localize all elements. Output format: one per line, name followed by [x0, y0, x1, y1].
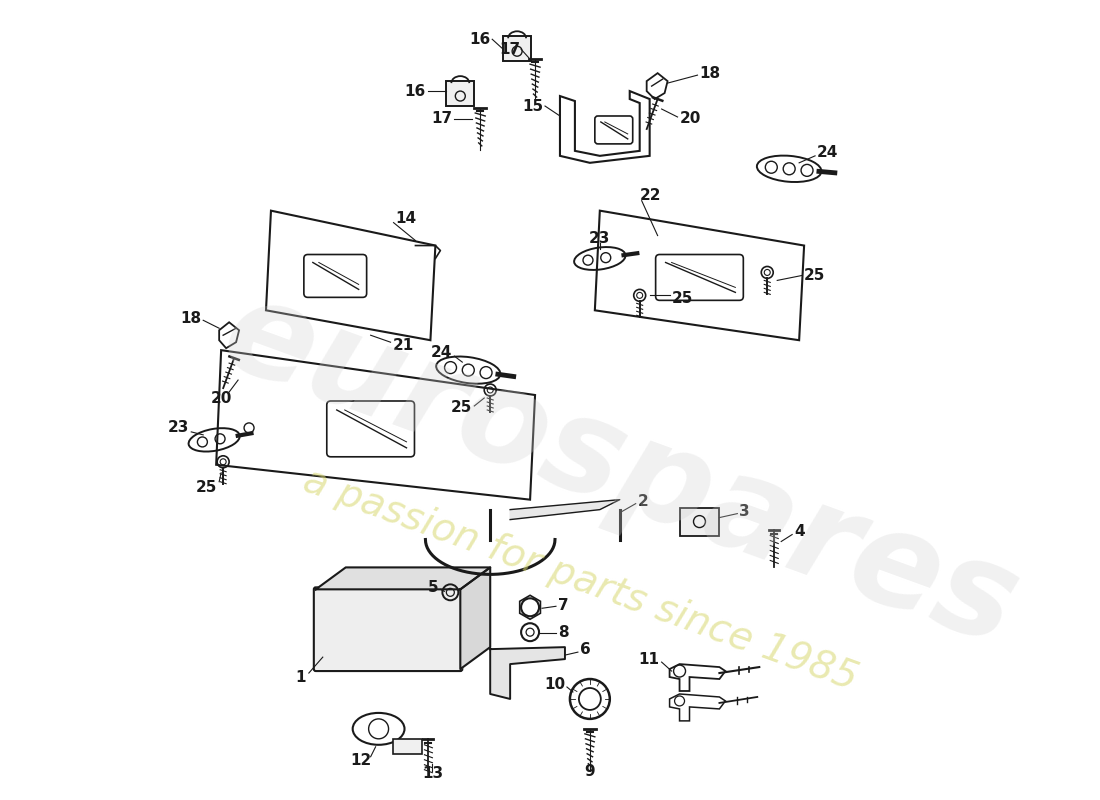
Text: 17: 17 [499, 42, 520, 57]
Text: 3: 3 [739, 504, 750, 519]
Text: 13: 13 [421, 766, 443, 781]
Polygon shape [460, 567, 491, 669]
Text: 18: 18 [700, 66, 720, 81]
FancyBboxPatch shape [656, 254, 744, 300]
FancyBboxPatch shape [304, 254, 366, 298]
Bar [503, 36, 531, 61]
Text: 17: 17 [431, 111, 452, 126]
Text: 18: 18 [180, 310, 201, 326]
Text: 20: 20 [680, 111, 701, 126]
Text: 2: 2 [638, 494, 648, 509]
Text: 10: 10 [543, 677, 565, 691]
Text: 1: 1 [296, 670, 306, 685]
Text: 25: 25 [196, 480, 217, 495]
Text: 21: 21 [393, 338, 414, 353]
Text: 25: 25 [451, 401, 472, 415]
Text: 9: 9 [584, 764, 595, 779]
Text: 16: 16 [469, 32, 491, 46]
Text: 20: 20 [210, 390, 232, 406]
Polygon shape [316, 567, 491, 590]
Bar [447, 81, 474, 106]
Bar [680, 508, 719, 535]
Text: 15: 15 [521, 98, 543, 114]
FancyBboxPatch shape [314, 587, 462, 671]
Text: 24: 24 [431, 345, 452, 360]
Text: 16: 16 [404, 83, 426, 98]
Text: 7: 7 [558, 598, 569, 613]
Text: 5: 5 [428, 580, 439, 595]
Text: 25: 25 [804, 268, 825, 283]
Text: 22: 22 [640, 188, 661, 203]
Text: 8: 8 [558, 625, 569, 640]
Text: 12: 12 [350, 754, 372, 768]
FancyBboxPatch shape [595, 116, 632, 144]
Text: 24: 24 [817, 146, 838, 160]
Text: eurospares: eurospares [206, 267, 1034, 672]
Text: a passion for parts since 1985: a passion for parts since 1985 [297, 461, 862, 698]
Text: 14: 14 [396, 211, 417, 226]
Polygon shape [510, 500, 619, 519]
Text: 23: 23 [168, 421, 189, 435]
Bar [393, 739, 422, 754]
Polygon shape [491, 647, 565, 699]
FancyBboxPatch shape [327, 401, 415, 457]
Text: 23: 23 [590, 231, 610, 246]
Text: 25: 25 [672, 291, 693, 306]
Text: 11: 11 [639, 651, 660, 666]
Text: 6: 6 [580, 642, 591, 657]
Text: 4: 4 [794, 524, 805, 539]
